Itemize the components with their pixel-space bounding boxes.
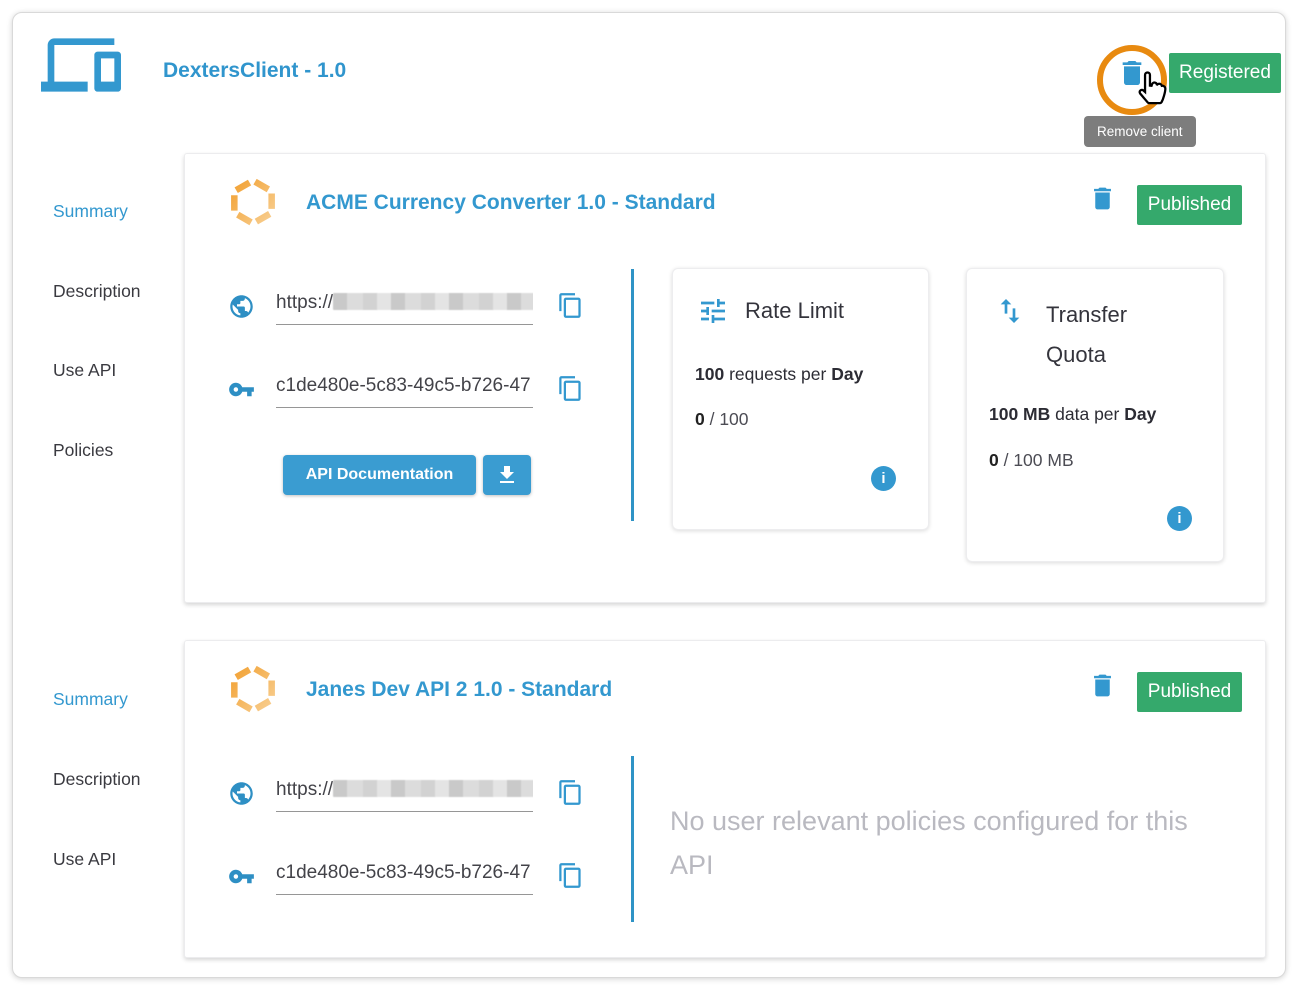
client-title: DextersClient - 1.0 (163, 59, 347, 82)
policy-title: Transfer Quota (1046, 302, 1128, 367)
info-icon[interactable]: i (1167, 506, 1192, 531)
nav-description-api1[interactable]: Description (53, 281, 141, 301)
endpoint-row: https:///pas (228, 779, 584, 812)
api-title: ACME Currency Converter 1.0 - Standard (306, 191, 716, 214)
endpoint-url-value: https:///pas (276, 292, 533, 325)
api-key-value: c1de480e-5c83-49c5-b726-47 (276, 862, 533, 895)
api-documentation-button[interactable]: API Documentation (283, 455, 476, 495)
rate-limit-policy-card: Rate Limit 100 requests per Day 0 / 100 … (672, 268, 929, 530)
endpoint-url-value: https:///pas (276, 779, 533, 812)
unsubscribe-api-trash-icon[interactable] (1088, 184, 1117, 213)
nav-description-api2[interactable]: Description (53, 769, 141, 789)
api-card-janes-dev-api: Janes Dev API 2 1.0 - Standard Published… (184, 640, 1266, 958)
api-title: Janes Dev API 2 1.0 - Standard (306, 678, 613, 701)
api-hexagon-icon (231, 663, 275, 715)
policy-title: Rate Limit (745, 298, 845, 323)
api-key-row: c1de480e-5c83-49c5-b726-47 (228, 375, 584, 408)
api-status-badge: Published (1137, 672, 1242, 712)
transfer-quota-policy-card: Transfer Quota 100 MB data per Day 0 / 1… (966, 268, 1224, 562)
globe-icon (230, 295, 253, 318)
hand-cursor-icon (1138, 71, 1167, 105)
redacted-url-segment (333, 293, 533, 310)
unsubscribe-api-trash-icon[interactable] (1088, 671, 1117, 700)
rate-limit-text: 100 requests per Day (695, 364, 864, 384)
info-icon[interactable]: i (871, 466, 896, 491)
client-status-badge: Registered (1169, 53, 1281, 93)
nav-policies-api1[interactable]: Policies (53, 440, 114, 460)
download-definition-button[interactable] (483, 455, 531, 495)
api-key-row: c1de480e-5c83-49c5-b726-47 (228, 862, 584, 895)
nav-use-api-api1[interactable]: Use API (53, 360, 117, 380)
import-export-icon (1000, 299, 1020, 323)
cursor-highlight-ring (1097, 45, 1167, 115)
key-icon (229, 869, 254, 884)
download-icon (500, 466, 514, 483)
remove-client-tooltip: Remove client (1084, 116, 1196, 147)
section-divider (631, 756, 634, 922)
quota-usage-text: 0 / 100 MB (989, 450, 1074, 470)
redacted-url-segment (333, 780, 533, 797)
endpoint-row: https:///pas (228, 292, 584, 325)
key-icon (229, 382, 254, 397)
nav-summary-api1[interactable]: Summary (53, 201, 128, 221)
copy-endpoint-icon[interactable] (557, 779, 584, 806)
tune-icon (701, 299, 725, 323)
api-hexagon-icon (231, 176, 275, 228)
nav-summary-api2[interactable]: Summary (53, 689, 128, 709)
devices-icon (41, 38, 121, 92)
copy-api-key-icon[interactable] (557, 375, 584, 402)
quota-limit-text: 100 MB data per Day (989, 404, 1157, 424)
api-key-value: c1de480e-5c83-49c5-b726-47 (276, 375, 533, 408)
api-status-badge: Published (1137, 185, 1242, 225)
copy-endpoint-icon[interactable] (557, 292, 584, 319)
api-card-acme-currency-converter: ACME Currency Converter 1.0 - Standard P… (184, 153, 1266, 603)
no-policies-message: No user relevant policies configured for… (670, 806, 1188, 880)
rate-usage-text: 0 / 100 (695, 409, 749, 429)
client-panel: DextersClient - 1.0 Registered Remove cl… (12, 12, 1286, 978)
section-divider (631, 269, 634, 521)
globe-icon (230, 782, 253, 805)
nav-use-api-api2[interactable]: Use API (53, 849, 117, 869)
copy-api-key-icon[interactable] (557, 862, 584, 889)
